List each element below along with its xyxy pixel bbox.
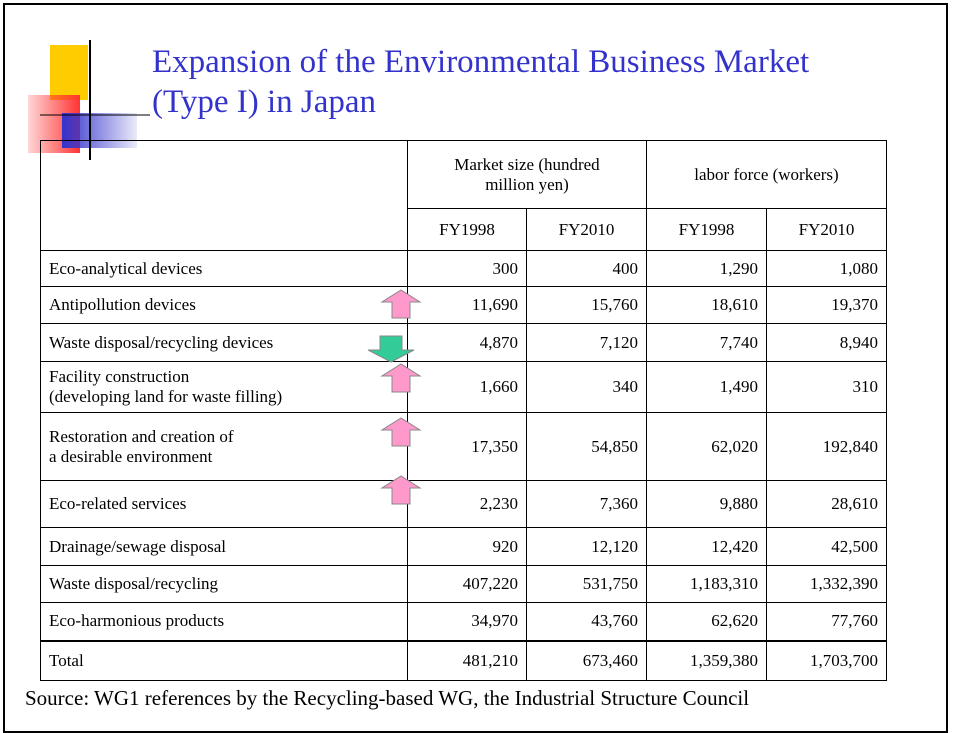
cell: 1,290 (646, 250, 767, 287)
row-label: Total (40, 639, 408, 681)
cell: 7,740 (646, 323, 767, 362)
row: Facility construction (developing land fo… (40, 361, 887, 413)
cell: 7,120 (526, 323, 647, 362)
yellow-square (50, 45, 88, 100)
cell: 673,460 (526, 639, 647, 681)
group-header: labor force (workers) (646, 140, 887, 209)
cell: 8,940 (766, 323, 887, 362)
label-line: Eco-harmonious products (49, 611, 225, 631)
label-line: Waste disposal/recycling (49, 574, 219, 593)
row-label: Restoration and creation of a desirable e… (40, 412, 408, 481)
title-line: Expansion of the Environmental Business … (152, 44, 810, 80)
cell: 4,870 (407, 323, 527, 362)
cell: 18,610 (646, 286, 767, 324)
cell: 54,850 (526, 412, 647, 481)
cell: 300 (407, 250, 527, 287)
label-line: Eco-analytical devices (49, 258, 203, 278)
cell: 1,080 (766, 250, 887, 287)
cell: 19,370 (766, 286, 887, 324)
cell: 1,703,700 (766, 639, 887, 681)
sub-header: FY1998 (646, 208, 767, 251)
cell: 28,610 (766, 480, 887, 528)
cell: 12,420 (646, 527, 767, 566)
source: Source: WG1 references by the Recycling-… (25, 686, 750, 710)
table: Market size (hundred million yen) labor … (40, 140, 887, 681)
down-arrow (367, 335, 415, 363)
row-label: Eco-related services (40, 480, 408, 528)
up-arrow (380, 363, 422, 393)
title-line: (Type I) in Japan (152, 84, 377, 120)
label-line: Restoration and creation of (49, 426, 234, 446)
cell: 1,660 (407, 361, 527, 413)
cell: 1,332,390 (766, 565, 887, 603)
label-line: Facility construction (49, 367, 190, 386)
group-header: Market size (hundred million yen) (407, 140, 647, 209)
label-line: Drainage/sewage disposal (49, 536, 227, 556)
sub-header: FY1998 (407, 208, 527, 251)
row-label: Facility construction (developing land fo… (40, 361, 408, 413)
sub-header: FY2010 (766, 208, 887, 251)
row: Waste disposal/recycling 407,220 531,750 1,… (40, 565, 887, 603)
up-arrow (380, 475, 422, 505)
up-arrow (380, 289, 422, 319)
label-line: Eco-related services (49, 494, 187, 513)
row: Total 481,210 673,460 1,359,380 1,703,700 (40, 639, 887, 681)
row: Drainage/sewage disposal 920 12,120 12,420 4… (40, 527, 887, 566)
row-label: Antipollution devices (40, 286, 408, 324)
label-line: (developing land for waste filling) (49, 387, 283, 406)
sub-header: FY2010 (526, 208, 647, 251)
cell: 481,210 (407, 639, 527, 681)
corner-cell (40, 140, 408, 251)
row: Restoration and creation of a desirable e… (40, 412, 887, 481)
label-line: Antipollution devices (49, 295, 196, 314)
cell: 192,840 (766, 412, 887, 481)
row-label: Waste disposal/recycling (40, 565, 408, 603)
row: Eco-analytical devices 300 400 1,290 1,080 (40, 250, 887, 287)
label-line: a desirable environment (49, 446, 213, 466)
cell: 400 (526, 250, 647, 287)
cell: 531,750 (526, 565, 647, 603)
title: Expansion of the Environmental Business … (152, 42, 809, 122)
cell: 1,359,380 (646, 639, 767, 681)
label-line: Waste disposal/recycling devices (49, 332, 274, 352)
row: Waste disposal/recycling devices 4,870 7,1… (40, 323, 887, 362)
up-arrow (380, 417, 422, 447)
cell: 340 (526, 361, 647, 413)
cell: 11,690 (407, 286, 527, 324)
label-line: Total (49, 650, 84, 670)
cell: 77,760 (766, 602, 887, 641)
cell: 1,183,310 (646, 565, 767, 603)
cell: 7,360 (526, 480, 647, 528)
cell: 310 (766, 361, 887, 413)
